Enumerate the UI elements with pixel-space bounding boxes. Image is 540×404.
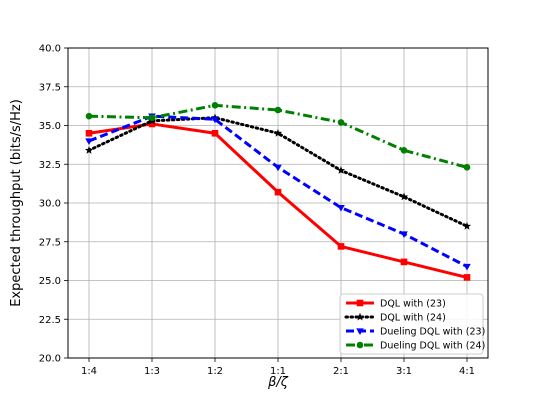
y-tick-label: 20.0	[39, 354, 61, 365]
data-point	[400, 147, 408, 154]
data-point	[274, 164, 282, 172]
data-point	[462, 221, 472, 230]
legend-item: Dueling DQL with (24)	[346, 341, 485, 352]
legend: DQL with (23) DQL with (24) Dueling DQL wi…	[339, 293, 485, 355]
data-point	[85, 129, 93, 137]
legend-label: Dueling DQL with (24)	[380, 341, 485, 352]
data-point	[148, 120, 156, 128]
data-point	[211, 129, 219, 137]
y-tick-label: 35.0	[39, 121, 61, 132]
x-tick-label: 4:1	[459, 366, 475, 377]
legend-item: DQL with (23)	[346, 299, 446, 310]
data-point	[463, 164, 471, 171]
data-point	[463, 263, 471, 271]
x-tick-label: 1:3	[144, 366, 160, 377]
data-point	[337, 119, 345, 126]
data-point	[463, 274, 471, 281]
ticks: 20.0 22.5 25.0 27.5 30.0 32.5 35.0 37.5 40.0 1:4 1…	[39, 44, 475, 378]
x-tick-label: 1:1	[270, 366, 286, 377]
legend-swatch-marker	[356, 328, 364, 335]
y-tick-label: 25.0	[39, 276, 61, 287]
legend-box	[339, 293, 484, 355]
data-point	[273, 128, 283, 137]
series-layer	[84, 102, 472, 281]
y-tick-label: 22.5	[39, 315, 61, 326]
legend-swatch-marker	[356, 341, 364, 349]
legend-label: DQL with (23)	[380, 299, 446, 310]
legend-label: Dueling DQL with (23)	[380, 327, 485, 338]
y-axis-label: Expected throughput (bits/s/Hz)	[9, 99, 24, 307]
data-point	[148, 114, 156, 122]
y-tick-label: 40.0	[39, 44, 61, 55]
x-tick-label: 3:1	[396, 366, 412, 377]
y-tick-label: 30.0	[39, 199, 61, 210]
data-point	[274, 188, 282, 196]
x-tick-label: 2:1	[333, 366, 349, 377]
data-point	[274, 106, 282, 114]
legend-label: DQL with (24)	[380, 313, 446, 324]
data-point	[85, 138, 93, 145]
data-point	[84, 146, 94, 154]
series-dueling-dql-with-24	[85, 102, 471, 171]
y-tick-label: 32.5	[39, 160, 61, 171]
legend-swatch-marker	[355, 312, 365, 321]
data-point	[211, 116, 219, 124]
y-tick-label: 37.5	[39, 82, 61, 93]
x-tick-label: 1:2	[207, 366, 223, 377]
x-tick-label: 1:4	[81, 366, 97, 377]
data-point	[85, 112, 93, 120]
data-point	[400, 258, 408, 266]
data-point	[400, 231, 408, 238]
x-axis-label: β/ζ	[267, 375, 289, 390]
y-tick-label: 27.5	[39, 237, 61, 248]
data-point	[399, 192, 409, 201]
data-point	[337, 243, 345, 250]
data-point	[337, 205, 345, 212]
data-point	[211, 102, 219, 109]
legend-item: DQL with (24)	[344, 312, 446, 324]
legend-swatch-marker	[356, 299, 364, 307]
series-dql-with-23	[85, 120, 471, 281]
legend-item: Dueling DQL with (23)	[346, 327, 485, 338]
data-point	[336, 166, 346, 174]
